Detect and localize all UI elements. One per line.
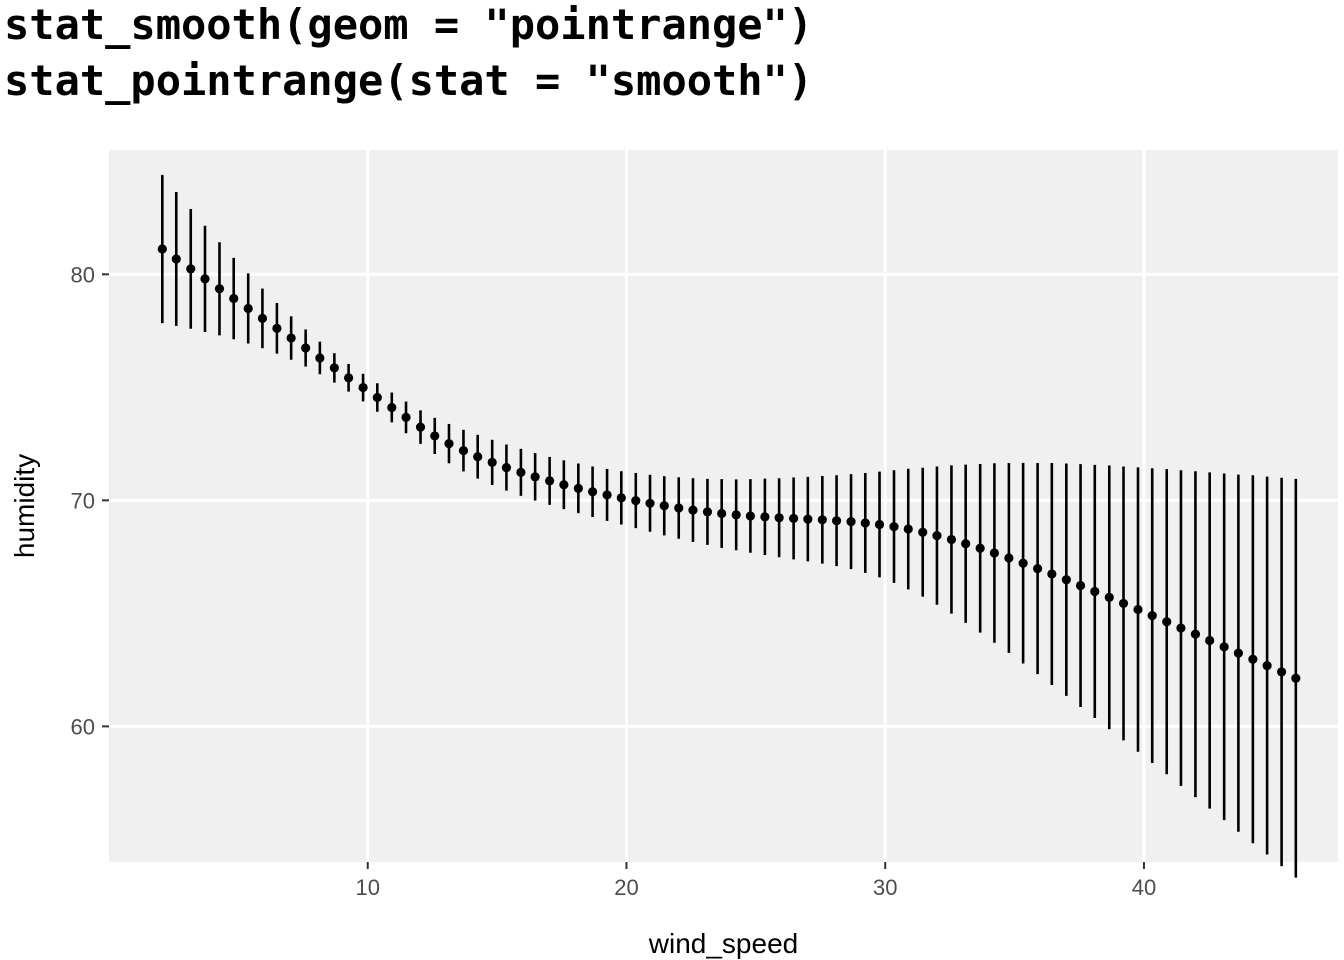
data-point — [301, 343, 311, 353]
data-point — [214, 284, 225, 294]
data-point — [717, 508, 727, 519]
code-title-line-1: stat_smooth(geom = "pointrange") — [4, 0, 814, 49]
data-point — [1075, 580, 1086, 591]
x-tick-label-40: 40 — [1132, 875, 1156, 900]
data-point — [961, 539, 971, 549]
data-point — [817, 515, 827, 525]
x-tick-label-30: 30 — [873, 875, 897, 900]
data-point — [1118, 598, 1129, 609]
data-point — [1205, 635, 1215, 646]
data-point — [889, 521, 899, 532]
data-point — [458, 446, 469, 456]
data-point — [372, 392, 382, 403]
y-tick-label-80: 80 — [71, 262, 95, 287]
data-point — [415, 422, 426, 432]
data-point — [1233, 648, 1243, 658]
data-point — [171, 254, 181, 264]
data-point — [573, 483, 583, 493]
data-point — [545, 476, 555, 486]
data-point — [1133, 604, 1143, 615]
data-point — [559, 480, 569, 490]
data-point — [731, 510, 741, 520]
data-point — [659, 501, 669, 511]
data-point — [473, 452, 483, 462]
y-axis-title: humidity — [9, 454, 40, 558]
data-point — [745, 511, 756, 521]
data-point — [1047, 569, 1057, 579]
data-point — [444, 439, 454, 449]
data-point — [702, 507, 713, 517]
data-point — [401, 412, 411, 422]
data-point — [516, 467, 526, 477]
data-point — [1090, 586, 1100, 597]
plot-panel — [109, 150, 1338, 862]
data-point — [975, 543, 985, 553]
data-point — [1248, 654, 1258, 664]
data-point — [1176, 623, 1186, 633]
data-point — [186, 264, 196, 274]
data-point — [257, 313, 268, 323]
data-point — [272, 323, 282, 333]
data-point — [631, 495, 641, 506]
data-point — [932, 531, 942, 541]
data-point — [587, 487, 598, 497]
data-point — [918, 527, 928, 537]
data-point — [1004, 553, 1014, 563]
data-point — [846, 516, 856, 527]
data-point — [1033, 564, 1043, 574]
data-point — [1061, 575, 1071, 585]
data-point — [1276, 667, 1287, 677]
data-point — [789, 513, 799, 524]
data-point — [989, 548, 999, 558]
data-point — [387, 402, 397, 413]
data-point — [315, 353, 325, 363]
data-point — [430, 431, 440, 441]
data-point — [1219, 642, 1229, 652]
y-tick-label-60: 60 — [71, 714, 95, 739]
data-point — [243, 303, 253, 314]
data-point — [358, 382, 368, 393]
data-point — [688, 505, 698, 515]
data-point — [329, 363, 339, 373]
y-tick-label-70: 70 — [71, 488, 95, 513]
data-point — [831, 516, 842, 526]
data-point — [229, 293, 239, 304]
data-point — [1291, 673, 1301, 683]
x-tick-label-10: 10 — [355, 875, 379, 900]
data-point — [803, 514, 813, 524]
data-point — [343, 373, 354, 383]
data-point — [1162, 617, 1172, 627]
axis-ticks: 10 20 30 40 60 70 80 — [71, 262, 1157, 900]
data-point — [602, 490, 612, 500]
data-point — [674, 503, 684, 513]
data-point — [874, 519, 885, 530]
data-point — [645, 498, 655, 508]
data-point — [530, 472, 540, 482]
x-tick-label-20: 20 — [614, 875, 638, 900]
data-point — [903, 524, 913, 534]
data-point — [1147, 611, 1157, 621]
data-point — [860, 518, 870, 528]
data-point — [760, 512, 770, 522]
data-point — [200, 274, 210, 284]
code-title-line-2: stat_pointrange(stat = "smooth") — [4, 56, 814, 105]
data-point — [501, 462, 512, 473]
data-point — [774, 513, 784, 523]
data-point — [286, 333, 296, 343]
data-point — [946, 534, 957, 545]
grid-lines — [109, 150, 1338, 862]
data-point — [1104, 592, 1114, 602]
data-point — [157, 244, 167, 254]
data-point — [1190, 629, 1201, 639]
data-point — [616, 493, 626, 503]
x-axis-title: wind_speed — [648, 928, 798, 959]
pointrange-marks — [157, 174, 1301, 878]
data-point — [487, 457, 497, 467]
data-point — [1262, 660, 1272, 671]
data-point — [1018, 558, 1028, 568]
